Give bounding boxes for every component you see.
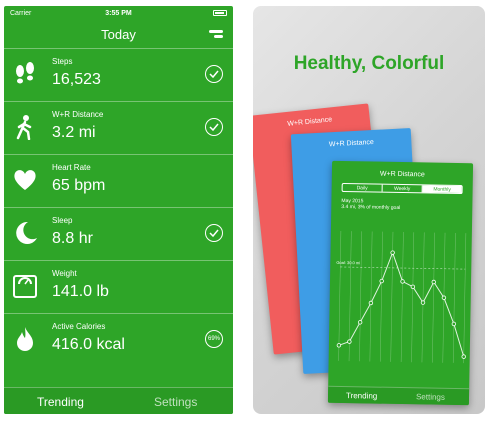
metric-value: 16,523: [52, 71, 101, 88]
phone-screen: Carrier 3:55 PM Today Steps 16,523 W+R: [4, 6, 233, 414]
grid-line: [432, 232, 435, 363]
data-point: [461, 354, 466, 359]
metric-row-heart-rate[interactable]: Heart Rate 65 bpm: [4, 154, 233, 207]
data-point: [357, 320, 363, 325]
metric-value: 65 bpm: [52, 177, 106, 194]
data-point: [410, 284, 416, 290]
carrier-label: Carrier: [10, 9, 32, 17]
metric-value: 8.8 hr: [52, 230, 93, 247]
flame-icon: [17, 327, 33, 351]
card-title: W+R Distance: [328, 138, 374, 149]
data-point: [368, 300, 374, 306]
data-point: [336, 343, 342, 348]
grid-line: [369, 231, 373, 362]
promo-headline: Healthy, Colorful: [293, 53, 445, 74]
grid-line: [380, 231, 383, 362]
page-title: Today: [101, 27, 136, 42]
grid-line: [400, 232, 404, 363]
card-tab-settings: Settings: [415, 392, 445, 402]
tab-settings[interactable]: Settings: [154, 395, 198, 409]
metric-row-weight[interactable]: Weight 141.0 lb: [4, 260, 233, 313]
data-point: [390, 250, 395, 255]
data-point: [379, 278, 384, 284]
battery-icon: [213, 10, 227, 16]
scale-icon: [13, 275, 37, 298]
card-tab-bar: Trending Settings: [327, 385, 470, 406]
metric-label: Active Calories: [52, 322, 106, 331]
grid-line: [452, 232, 456, 363]
tab-trending[interactable]: Trending: [37, 395, 84, 409]
heart-icon: [14, 170, 36, 190]
metric-label: Steps: [52, 57, 73, 66]
metric-label: Heart Rate: [52, 163, 91, 172]
card-subtitle: May 2015 3.4 mi, 3% of monthly goal: [341, 198, 472, 212]
metric-row-sleep[interactable]: Sleep 8.8 hr: [4, 207, 233, 260]
grid-line: [359, 231, 362, 362]
card-subtitle-detail: 3.4 mi, 3% of monthly goal: [341, 203, 401, 211]
metric-value: 3.2 mi: [52, 124, 96, 141]
metric-value: 141.0 lb: [52, 283, 109, 300]
metric-row-active-calories[interactable]: Active Calories 416.0 kcal 69%: [4, 313, 233, 366]
footprints-icon: [16, 62, 34, 84]
data-point: [431, 279, 436, 285]
data-point: [441, 295, 447, 300]
status-bar: Carrier 3:55 PM: [4, 6, 233, 20]
card-title: W+R Distance: [379, 170, 425, 179]
nav-bar: Today: [4, 20, 233, 48]
data-point: [400, 279, 405, 284]
metric-row-distance[interactable]: W+R Distance 3.2 mi: [4, 101, 233, 154]
card-tab-trending: Trending: [345, 391, 378, 401]
grid-line: [421, 232, 425, 363]
segment-weekly: Weekly: [382, 184, 423, 193]
check-icon: [205, 224, 223, 242]
metric-label: Sleep: [52, 216, 73, 225]
data-point: [451, 321, 457, 327]
metric-label: Weight: [52, 269, 77, 278]
card-title: W+R Distance: [287, 116, 333, 128]
promo-panel: Healthy, Colorful W+R Distance W+R Dista…: [253, 6, 485, 414]
tab-bar: Trending Settings: [4, 387, 233, 414]
data-point: [347, 339, 352, 344]
data-point: [420, 300, 426, 305]
walker-icon: [16, 115, 32, 140]
metric-label: W+R Distance: [52, 110, 104, 119]
check-icon: [205, 118, 223, 136]
metric-row-steps[interactable]: Steps 16,523: [4, 48, 233, 101]
mini-line-chart: Goal: 30.0 mi: [336, 230, 467, 364]
metrics-list: Steps 16,523 W+R Distance 3.2 mi Heart R…: [4, 48, 233, 366]
check-icon: [205, 65, 223, 83]
segment-control: Daily Weekly Monthly: [341, 182, 463, 195]
percent-badge: 69%: [205, 330, 223, 348]
status-time: 3:55 PM: [105, 9, 132, 17]
moon-icon: [16, 221, 37, 244]
grid-line: [338, 230, 342, 361]
grid-line: [411, 232, 415, 363]
goal-label: Goal: 30.0 mi: [336, 260, 360, 265]
segment-monthly: Monthly: [422, 185, 462, 194]
preview-card-green: W+R Distance Daily Weekly Monthly May 20…: [327, 160, 474, 406]
metric-value: 416.0 kcal: [52, 336, 125, 353]
grid-line: [463, 233, 467, 364]
segment-daily: Daily: [342, 183, 383, 192]
toggle-icon[interactable]: [209, 30, 223, 40]
goal-line: [340, 266, 466, 270]
